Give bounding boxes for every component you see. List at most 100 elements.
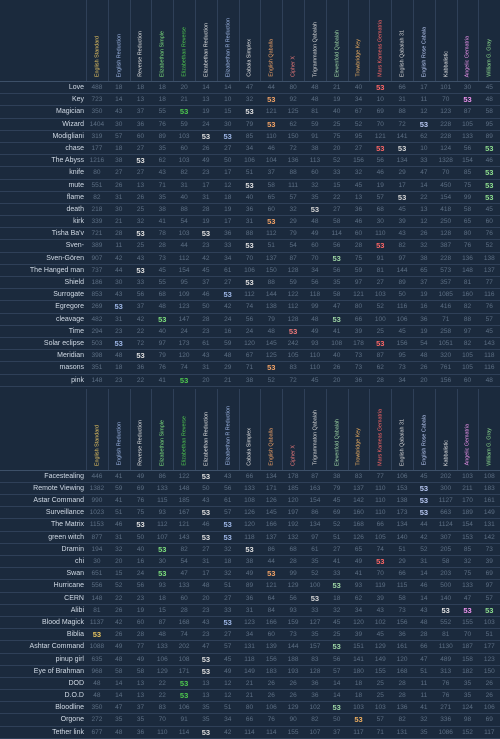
table-row[interactable]: Eye of Brahman 968 58 58 129 171 53 49 149 183 193… [0, 666, 500, 678]
gematria-value[interactable]: 53 [376, 241, 385, 251]
gematria-value[interactable]: 137 [483, 266, 495, 274]
gematria-value[interactable]: 53 [419, 508, 429, 518]
gematria-value[interactable]: 134 [396, 521, 408, 529]
gematria-value[interactable]: 51 [115, 509, 123, 517]
gematria-value[interactable]: 50 [398, 291, 406, 299]
gematria-value[interactable]: 46 [420, 582, 428, 590]
gematria-value[interactable]: 34 [245, 631, 254, 639]
gematria-value[interactable]: 110 [157, 728, 168, 736]
gematria-value[interactable]: 25 [333, 120, 341, 128]
table-row[interactable]: flame 82 31 26 35 40 31 18 40 65 57 35 22 13 57 53 22 154… [0, 192, 500, 204]
gematria-value[interactable]: 43 [224, 472, 232, 480]
gematria-value[interactable]: 142 [483, 533, 495, 541]
row-phrase[interactable]: Sven- [65, 242, 84, 250]
gematria-value[interactable]: 53 [267, 217, 276, 227]
gematria-value[interactable]: 137 [265, 533, 277, 541]
gematria-value[interactable]: 12 [420, 218, 428, 226]
gematria-value[interactable]: 48 [311, 218, 319, 226]
cipher-column-header[interactable]: Trigrammaton Qabalah [304, 388, 327, 470]
gematria-value[interactable]: 45 [398, 327, 406, 335]
gematria-value[interactable]: 23 [202, 327, 210, 335]
gematria-value[interactable]: 30 [93, 558, 101, 565]
gematria-value[interactable]: 60 [485, 218, 493, 226]
gematria-value[interactable]: 69 [485, 716, 493, 724]
gematria-value[interactable]: 77 [136, 643, 145, 651]
gematria-value[interactable]: 120 [287, 497, 299, 505]
gematria-value[interactable]: 83 [311, 655, 319, 663]
gematria-value[interactable]: 23 [115, 327, 123, 335]
gematria-value[interactable]: 37 [420, 279, 428, 286]
gematria-value[interactable]: 25 [136, 205, 145, 213]
gematria-value[interactable]: 60 [311, 242, 319, 250]
gematria-value[interactable]: 32 [136, 218, 145, 226]
gematria-value[interactable]: 76 [485, 230, 493, 238]
gematria-value[interactable]: 320 [440, 352, 452, 360]
gematria-value[interactable]: 120 [353, 618, 364, 626]
cipher-column-header[interactable]: Elizabethan Simple [151, 0, 174, 81]
gematria-value[interactable]: 52 [354, 120, 363, 128]
gematria-value[interactable]: 46 [485, 157, 493, 165]
gematria-value[interactable]: 23 [202, 631, 210, 639]
gematria-value[interactable]: 120 [244, 521, 255, 529]
cipher-column-header[interactable]: Kabbalistic [434, 388, 458, 470]
gematria-value[interactable]: 53 [463, 605, 472, 615]
gematria-value[interactable]: 18 [158, 96, 166, 104]
gematria-value[interactable]: 67 [354, 108, 363, 116]
table-row[interactable]: Magician 350 43 37 55 53 19 15 53 121 125 81 40 67 69 8… [0, 106, 500, 119]
gematria-value[interactable]: 53 [332, 581, 341, 591]
gematria-value[interactable]: 102 [374, 618, 386, 626]
gematria-value[interactable]: 53 [223, 131, 232, 141]
gematria-value[interactable]: 24 [224, 315, 232, 323]
gematria-value[interactable]: 79 [267, 315, 275, 323]
gematria-value[interactable]: 500 [440, 582, 452, 590]
gematria-value[interactable]: 11 [115, 242, 123, 250]
row-phrase[interactable]: pink [71, 376, 84, 384]
gematria-value[interactable]: 40 [180, 193, 188, 201]
gematria-value[interactable]: 18 [115, 84, 123, 91]
gematria-value[interactable]: 26 [485, 692, 493, 700]
gematria-value[interactable]: 83 [354, 472, 363, 480]
row-phrase[interactable]: Bloodline [55, 704, 84, 712]
gematria-value[interactable]: 80 [245, 704, 254, 712]
gematria-value[interactable]: 49 [311, 327, 319, 335]
gematria-value[interactable]: 74 [245, 303, 254, 311]
gematria-value[interactable]: 53 [376, 143, 385, 153]
gematria-value[interactable]: 17 [202, 570, 210, 578]
cipher-column-header[interactable]: Trowbridge Key [347, 388, 371, 470]
gematria-value[interactable]: 185 [178, 497, 190, 505]
gematria-value[interactable]: 121 [353, 291, 364, 299]
gematria-value[interactable]: 43 [202, 352, 210, 360]
gematria-value[interactable]: 228 [440, 254, 452, 262]
gematria-value[interactable]: 44 [420, 521, 428, 529]
gematria-value[interactable]: 49 [311, 230, 319, 238]
gematria-value[interactable]: 76 [267, 716, 275, 724]
gematria-value[interactable]: 14 [115, 679, 123, 687]
gematria-value[interactable]: 138 [396, 497, 408, 505]
gematria-value[interactable]: 15 [224, 108, 232, 116]
gematria-value[interactable]: 138 [483, 254, 495, 262]
gematria-value[interactable]: 19 [202, 108, 210, 116]
gematria-value[interactable]: 123 [178, 303, 190, 311]
gematria-value[interactable]: 49 [354, 558, 363, 565]
gematria-value[interactable]: 44 [267, 558, 275, 565]
gematria-value[interactable]: 35 [158, 193, 166, 201]
gematria-value[interactable]: 137 [265, 254, 277, 262]
gematria-value[interactable]: 721 [91, 230, 103, 238]
cipher-column-header[interactable]: Elizabethan Simple [151, 388, 174, 470]
gematria-value[interactable]: 58 [267, 181, 275, 189]
gematria-value[interactable]: 82 [180, 169, 188, 177]
gematria-value[interactable]: 1328 [438, 157, 453, 165]
gematria-value[interactable]: 28 [376, 376, 384, 384]
table-row[interactable]: Sven- 389 11 25 28 44 23 33 53 51 54 60 56 28 53 82 32 38… [0, 240, 500, 253]
gematria-value[interactable]: 42 [115, 254, 123, 262]
gematria-value[interactable]: 167 [178, 509, 190, 517]
gematria-value[interactable]: 26 [420, 230, 428, 238]
gematria-value[interactable]: 30 [376, 218, 384, 226]
gematria-value[interactable]: 10 [376, 96, 384, 104]
gematria-value[interactable]: 18 [115, 144, 123, 152]
gematria-value[interactable]: 159 [287, 618, 299, 626]
gematria-value[interactable]: 98 [463, 716, 472, 724]
gematria-value[interactable]: 110 [375, 484, 386, 492]
gematria-value[interactable]: 52 [420, 545, 428, 553]
gematria-value[interactable]: 148 [91, 594, 103, 602]
